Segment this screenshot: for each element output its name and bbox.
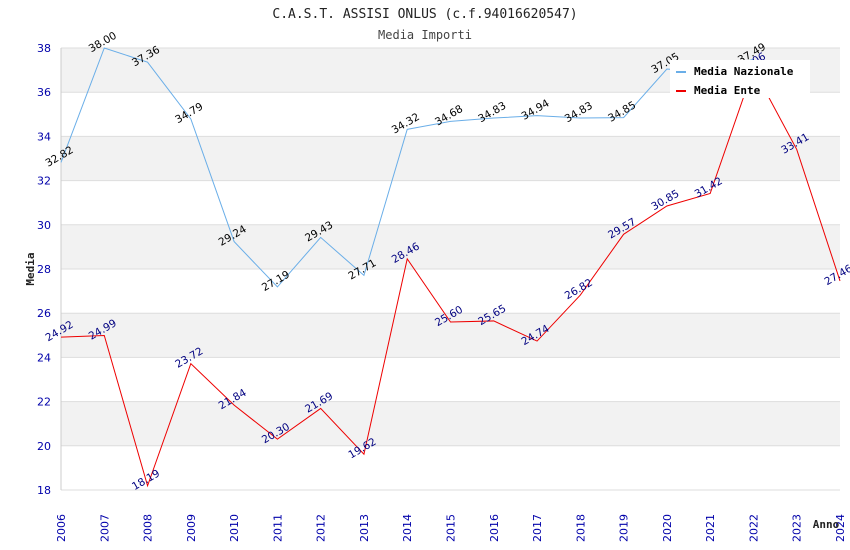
- y-axis-title: Media: [24, 252, 37, 285]
- gridlines: [60, 47, 840, 491]
- x-tick-label-2011: 2011: [271, 514, 284, 542]
- legend-label-ente: Media Ente: [694, 84, 761, 97]
- y-tick-label-32: 32: [37, 175, 51, 188]
- x-tick-label-2012: 2012: [315, 514, 328, 542]
- x-tick-label-2016: 2016: [488, 514, 501, 542]
- x-tick-label-2018: 2018: [574, 514, 587, 542]
- x-tick-label-2010: 2010: [228, 514, 241, 542]
- series-lines: [60, 47, 841, 488]
- band-26: [61, 269, 840, 314]
- y-tick-label-26: 26: [37, 307, 51, 320]
- band-18: [61, 445, 840, 490]
- band-30: [61, 180, 840, 225]
- y-tick-label-36: 36: [37, 86, 51, 99]
- y-tick-label-30: 30: [37, 219, 51, 232]
- x-tick-label-2013: 2013: [358, 514, 371, 542]
- chart-title: C.A.S.T. ASSISI ONLUS (c.f.94016620547): [272, 7, 577, 22]
- y-tick-label-20: 20: [37, 440, 51, 453]
- x-tick-label-2017: 2017: [531, 514, 544, 542]
- legend: Media Nazionale Media Ente: [670, 60, 810, 98]
- x-tick-label-2007: 2007: [98, 514, 111, 542]
- x-tick-label-2023: 2023: [791, 514, 804, 542]
- chart-subtitle: Media Importi: [378, 28, 472, 42]
- y-axis-ticks: 18 20 22 24 26 28 30 32 34 36 38: [37, 42, 51, 497]
- x-tick-label-2015: 2015: [445, 514, 458, 542]
- y-tick-label-18: 18: [37, 484, 51, 497]
- x-tick-label-2020: 2020: [661, 514, 674, 542]
- x-tick-label-2014: 2014: [401, 514, 414, 542]
- y-tick-label-22: 22: [37, 396, 51, 409]
- band-20: [61, 401, 840, 446]
- x-tick-label-2024: 2024: [834, 514, 847, 542]
- x-tick-label-2006: 2006: [55, 514, 68, 542]
- background-bands: [61, 48, 840, 490]
- band-24: [61, 313, 840, 358]
- y-tick-label-24: 24: [37, 351, 51, 364]
- x-tick-label-2022: 2022: [747, 514, 760, 542]
- x-tick-label-2009: 2009: [185, 514, 198, 542]
- y-tick-label-28: 28: [37, 263, 51, 276]
- band-32: [61, 136, 840, 181]
- legend-box: [670, 60, 810, 98]
- legend-label-nazionale: Media Nazionale: [694, 65, 794, 78]
- y-tick-label-38: 38: [37, 42, 51, 55]
- y-tick-label-34: 34: [37, 130, 51, 143]
- band-28: [61, 224, 840, 269]
- band-34: [61, 92, 840, 137]
- series-line-media-ente: [60, 67, 841, 488]
- x-tick-label-2019: 2019: [618, 514, 631, 542]
- x-axis-title: Anno: [813, 518, 840, 531]
- x-tick-label-2021: 2021: [704, 514, 717, 542]
- series-line-media-nazionale: [60, 47, 754, 288]
- x-axis-ticks: 2006 2007 2008 2009 2010 2011 2012 2013 2014 2015…: [55, 514, 847, 542]
- x-tick-label-2008: 2008: [142, 514, 155, 542]
